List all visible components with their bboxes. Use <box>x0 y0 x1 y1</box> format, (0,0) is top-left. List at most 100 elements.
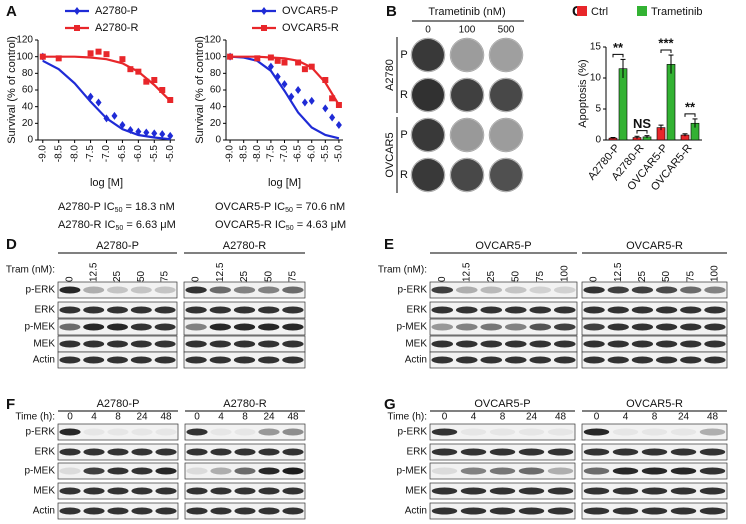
blot-band <box>209 286 231 294</box>
blot-band <box>631 356 654 364</box>
row-label: Actin <box>33 506 55 517</box>
lane-label: 25 <box>239 270 250 282</box>
blot-band <box>704 356 726 364</box>
x-axis-label: log [M] <box>268 177 301 189</box>
dose-label: 100 <box>459 25 476 36</box>
row-label: P <box>400 129 407 141</box>
marker <box>308 63 315 70</box>
blot-band <box>670 487 697 495</box>
blot-band <box>460 448 487 456</box>
blot-band <box>282 487 304 495</box>
lane-label: 12.5 <box>461 262 472 282</box>
blot-band <box>186 467 208 475</box>
blot-band <box>529 356 552 364</box>
blot-band <box>480 323 503 331</box>
blot-band <box>607 286 629 294</box>
marker <box>322 104 329 113</box>
x-tick-label: -7.5 <box>266 145 277 163</box>
blot-strip <box>184 423 306 441</box>
dose-label: 500 <box>498 25 515 36</box>
blot-band <box>641 487 668 495</box>
legend-swatch <box>577 6 587 16</box>
marker <box>329 95 336 102</box>
y-tick-label: 80 <box>210 68 222 79</box>
blot-band <box>107 323 128 331</box>
marker <box>301 98 308 107</box>
blot-band <box>83 507 105 515</box>
panel-letter: F <box>6 396 15 413</box>
legend-label: A2780-R <box>95 22 138 34</box>
x-tick-label: -5.5 <box>149 145 160 163</box>
blot-band <box>455 306 478 314</box>
lane-label: 0 <box>67 412 73 423</box>
blot-band <box>529 340 552 348</box>
blot-band <box>655 340 678 348</box>
cell-line-label: A2780 <box>384 59 396 91</box>
blot-band <box>185 340 207 348</box>
colony-well <box>488 37 524 73</box>
blot-band <box>209 306 231 314</box>
blot-band <box>670 467 697 475</box>
blot-band <box>185 306 207 314</box>
blot-band <box>282 340 304 348</box>
blot-band <box>210 467 232 475</box>
row-label: P <box>400 49 407 61</box>
blot-band <box>680 286 702 294</box>
marker <box>335 121 342 129</box>
blot-band <box>185 356 207 364</box>
blot-band <box>460 428 487 436</box>
blot-band <box>460 467 487 475</box>
row-label: ERK <box>34 305 55 316</box>
blot-band <box>641 467 668 475</box>
marker <box>308 96 315 105</box>
blot-band <box>583 323 605 331</box>
blot-band <box>282 448 304 456</box>
colony-stain <box>412 119 444 151</box>
blot-band <box>680 340 702 348</box>
blot-band <box>282 306 304 314</box>
lane-label: 50 <box>136 270 147 282</box>
blot-band <box>607 306 629 314</box>
blot-band <box>233 306 256 314</box>
ic50-sub: 50 <box>285 207 293 214</box>
blot-band <box>233 340 256 348</box>
marker <box>87 50 94 57</box>
blot-band <box>107 340 128 348</box>
marker <box>143 128 150 137</box>
group-label: A2780-P <box>97 398 140 410</box>
marker <box>127 66 134 73</box>
lane-label: 24 <box>136 412 148 423</box>
group-label: OVCAR5-P <box>475 240 531 252</box>
ic50-suffix: = 4.63 μM <box>294 219 347 231</box>
blot-band <box>130 323 152 331</box>
marker <box>151 77 158 83</box>
marker <box>39 53 46 60</box>
blot-band <box>704 340 726 348</box>
blot-band <box>680 356 702 364</box>
x-tick-label: -8.0 <box>252 145 263 163</box>
ic50-suffix: = 18.3 nM <box>122 201 174 213</box>
blot-band <box>83 306 105 314</box>
lane-title: Tram (nM): <box>6 265 55 276</box>
x-tick-label: -6.0 <box>306 145 317 163</box>
lane-label: 8 <box>500 412 506 423</box>
blot-band <box>607 356 629 364</box>
y-tick-label: 40 <box>22 101 34 112</box>
blot-band <box>699 507 726 515</box>
colony-stain <box>412 159 444 191</box>
group-label: A2780-R <box>223 240 266 252</box>
blot-band <box>504 306 527 314</box>
blot-band <box>234 428 256 436</box>
ic50-sub: 50 <box>115 207 123 214</box>
blot-band <box>641 448 668 456</box>
blot-band <box>680 323 702 331</box>
row-label: p-MEK <box>396 322 427 333</box>
lane-label: 0 <box>194 412 200 423</box>
marker <box>335 102 342 108</box>
blot-band <box>612 428 639 436</box>
x-tick-label: -5.0 <box>165 145 176 163</box>
ic50-text: A2780-R IC50 = 6.63 μM <box>58 219 176 232</box>
blot-band <box>186 487 208 495</box>
blot-band <box>518 467 545 475</box>
bar <box>666 64 676 141</box>
